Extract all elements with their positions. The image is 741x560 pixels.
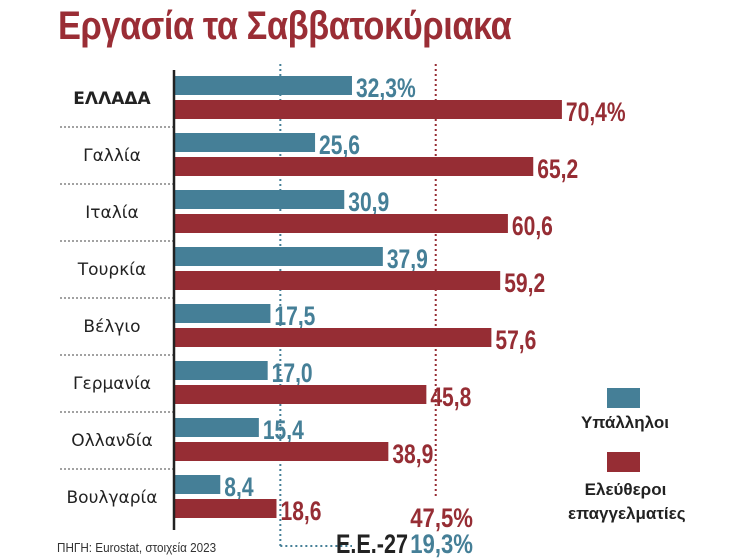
bar-employees — [174, 361, 268, 380]
value-label-self-employed: 65,2 — [537, 155, 578, 185]
value-label-self-employed: 59,2 — [504, 269, 545, 299]
eu-ref-label: Ε.Ε.-27 — [336, 530, 408, 560]
category-label: Ιταλία — [85, 203, 138, 223]
category-label: Γαλλία — [83, 146, 141, 166]
value-label-self-employed: 60,6 — [512, 212, 553, 242]
bar-employees — [174, 133, 316, 152]
legend-label-self-employed: Ελεύθεροι επαγγελματίες — [568, 480, 686, 523]
value-label-employees: 37,9 — [387, 245, 428, 275]
category-label: Βουλγαρία — [67, 488, 158, 508]
value-label-employees: 8,4 — [224, 473, 254, 503]
bar-employees — [174, 247, 383, 266]
legend-label-employees: Υπάλληλοι — [581, 413, 669, 432]
eu-employees-ref-value: 19,3% — [410, 530, 473, 560]
value-label-self-employed: 45,8 — [430, 383, 471, 413]
value-label-employees: 32,3% — [356, 74, 416, 104]
bar-self-employed — [174, 271, 501, 290]
value-label-employees: 17,0 — [272, 359, 313, 389]
bar-employees — [174, 76, 352, 95]
bar-self-employed — [174, 100, 562, 119]
eu-self-employed-ref-value: 47,5% — [410, 504, 473, 534]
bar-employees — [174, 190, 345, 209]
value-label-self-employed: 38,9 — [392, 440, 433, 470]
value-label-employees: 25,6 — [319, 131, 360, 161]
category-label: ΕΛΛΑΔΑ — [73, 89, 151, 109]
bar-self-employed — [174, 385, 427, 404]
bar-self-employed — [174, 328, 492, 347]
legend-swatch-employees — [607, 388, 640, 408]
value-label-employees: 30,9 — [348, 188, 389, 218]
bar-employees — [174, 304, 271, 323]
bar-self-employed — [174, 214, 508, 233]
bar-employees — [174, 418, 259, 437]
legend-swatch-self-employed — [607, 452, 640, 472]
category-label: Τουρκία — [77, 260, 146, 280]
category-label: Βέλγιο — [83, 317, 140, 337]
chart-title: Εργασία τα Σαββατοκύριακα — [58, 4, 512, 48]
value-label-self-employed: 18,6 — [280, 497, 321, 527]
value-label-self-employed: 57,6 — [495, 326, 536, 356]
category-label: Γερμανία — [73, 374, 151, 394]
category-label: Ολλανδία — [71, 431, 153, 451]
value-label-employees: 15,4 — [263, 416, 304, 446]
bar-self-employed — [174, 499, 277, 518]
bar-self-employed — [174, 442, 389, 461]
value-label-self-employed: 70,4% — [566, 98, 626, 128]
value-label-employees: 17,5 — [274, 302, 315, 332]
bar-employees — [174, 475, 221, 494]
bar-self-employed — [174, 157, 534, 176]
source-note: ΠΗΓΗ: Eurostat, στοιχεία 2023 — [57, 540, 217, 555]
